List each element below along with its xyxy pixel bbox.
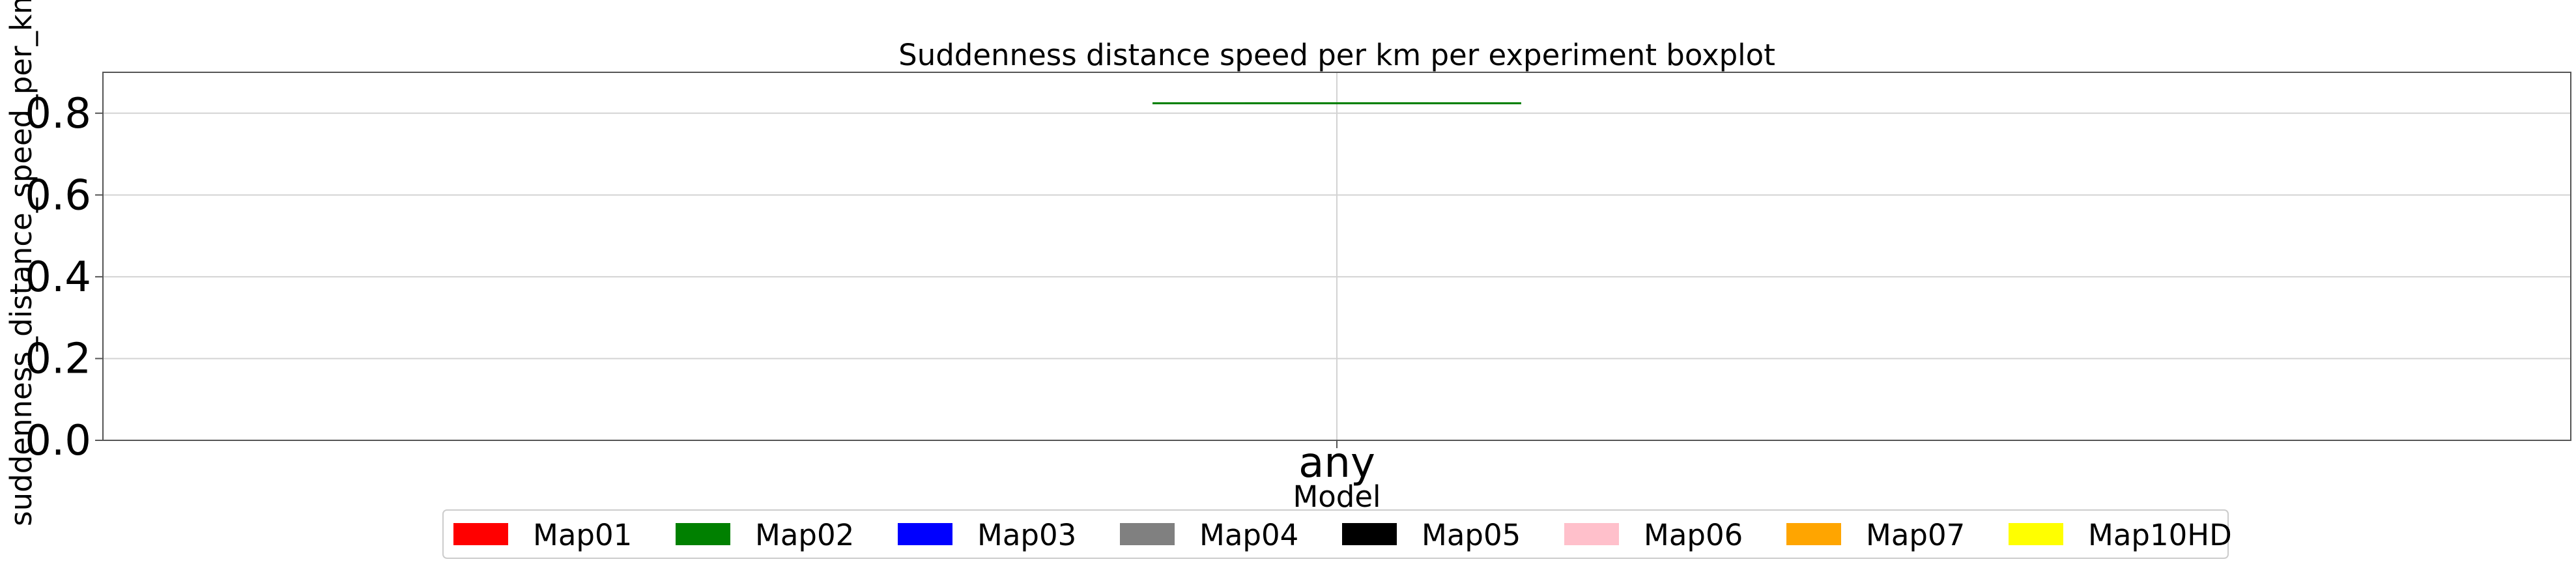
- legend-label: Map02: [755, 518, 854, 552]
- x-tick-label: any: [1298, 439, 1375, 487]
- y-axis-label: suddenness_distance_speed_per_km: [4, 0, 38, 526]
- legend-label: Map01: [533, 518, 632, 552]
- y-tick-label: 0.4: [25, 253, 91, 302]
- legend-swatch: [898, 523, 952, 545]
- grid-lines: [103, 72, 2571, 441]
- legend-frame: [442, 509, 2229, 559]
- legend-swatch: [1564, 523, 1619, 545]
- legend-label: Map10HD: [2088, 518, 2232, 552]
- y-axis-ticks: 0.0 0.2 0.4 0.6 0.8: [25, 90, 103, 465]
- chart-title: Suddenness distance speed per km per exp…: [898, 38, 1775, 72]
- y-tick-label: 0.8: [25, 90, 91, 138]
- legend-label: Map06: [1644, 518, 1743, 552]
- legend-label: Map04: [1199, 518, 1298, 552]
- legend-swatch: [2009, 523, 2063, 545]
- legend-swatch: [1120, 523, 1175, 545]
- legend-label: Map07: [1866, 518, 1965, 552]
- x-axis-label: Model: [1293, 479, 1381, 514]
- box-marks: [1152, 102, 1521, 105]
- y-tick-label: 0.2: [25, 335, 91, 383]
- legend-label: Map05: [1422, 518, 1521, 552]
- y-tick-label: 0.0: [25, 417, 91, 465]
- legend-swatch: [1786, 523, 1841, 545]
- y-tick-label: 0.6: [25, 171, 91, 220]
- legend-swatch: [453, 523, 508, 545]
- legend-swatch: [676, 523, 730, 545]
- legend-label: Map03: [977, 518, 1076, 552]
- legend: Map01 Map02 Map03 Map04 Map05 Map06 Map07 Map10…: [442, 509, 2232, 559]
- x-axis-ticks: any: [1298, 439, 1375, 487]
- legend-swatch: [1342, 523, 1397, 545]
